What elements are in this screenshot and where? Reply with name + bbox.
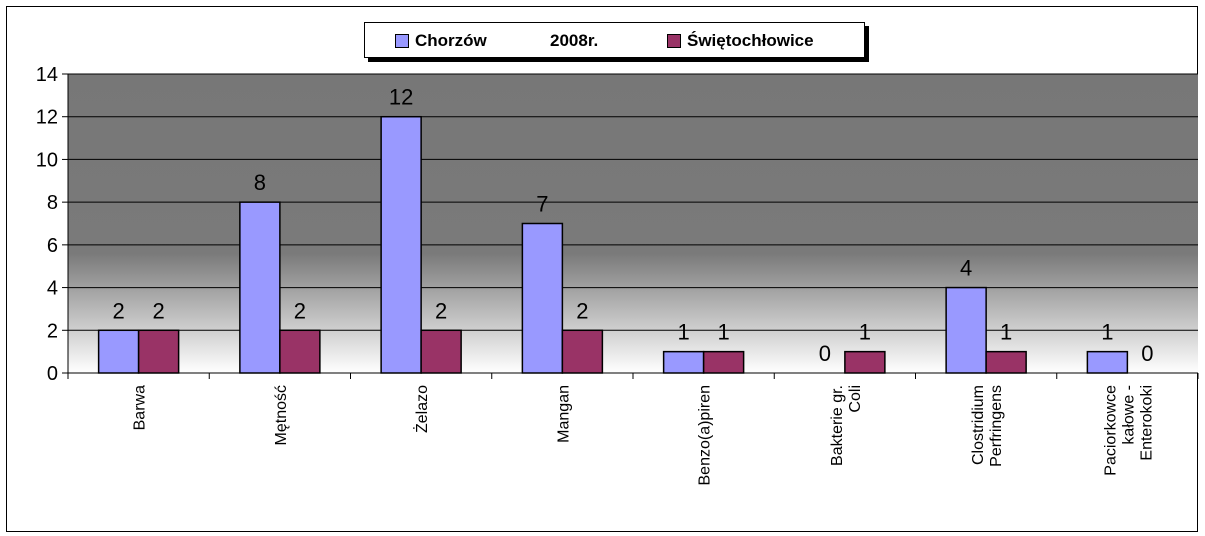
- data-label: 1: [718, 320, 730, 345]
- y-tick-label: 4: [47, 278, 58, 300]
- bar-swietochlowice: [137, 329, 180, 374]
- bar-chorzow: [239, 201, 281, 374]
- data-label: 8: [254, 170, 266, 195]
- bar-chorzow: [521, 222, 564, 374]
- data-label: 2: [153, 298, 165, 323]
- y-tick-label: 10: [36, 149, 58, 171]
- x-category-label: Paciorkowcekałowe -Enterokoki: [1102, 385, 1155, 476]
- bar-swietochlowice: [279, 329, 321, 374]
- x-category-label-line: Enterokoki: [1138, 385, 1155, 461]
- data-label: 4: [960, 256, 972, 281]
- y-tick-label: 0: [47, 363, 58, 385]
- x-category-label-line: Bakterie gr.: [829, 385, 846, 466]
- data-label: 1: [859, 320, 871, 345]
- x-category-label: Bakterie gr.Coli: [829, 385, 864, 466]
- bar-swietochlowice: [844, 350, 886, 374]
- bar-chorzow: [97, 329, 140, 374]
- bar-chorzow: [662, 350, 705, 374]
- y-tick-label: 8: [47, 192, 58, 214]
- y-tick-label: 6: [47, 235, 58, 257]
- bar-chorzow: [945, 286, 987, 374]
- x-category-label-line: kałowe -: [1120, 385, 1137, 445]
- y-tick-label: 14: [36, 64, 58, 86]
- x-category-label-line: Żelazo: [412, 385, 431, 433]
- bar-swietochlowice: [561, 329, 604, 374]
- x-category-label-line: Coli: [847, 385, 864, 413]
- data-label: 2: [435, 298, 447, 323]
- x-category-label: Mętność: [273, 385, 290, 445]
- data-label: 0: [1141, 341, 1153, 366]
- x-category-label-line: Perfringens: [988, 385, 1005, 467]
- chart-title-text: 2008r.: [550, 31, 599, 50]
- data-label: 1: [678, 320, 690, 345]
- legend-swatch-chorzow: [395, 34, 409, 48]
- bar-swietochlowice: [702, 350, 745, 374]
- y-tick-label: 12: [36, 107, 58, 129]
- chart-title: 2008r.: [550, 31, 598, 51]
- data-label: 12: [389, 85, 413, 110]
- x-category-label-line: Paciorkowce: [1102, 385, 1119, 476]
- data-label: 2: [294, 298, 306, 323]
- data-label: 7: [536, 192, 548, 217]
- x-category-label: Barwa: [132, 385, 149, 430]
- data-label: 2: [576, 298, 588, 323]
- x-category-label: Benzo(a)piren: [697, 385, 714, 486]
- legend-label-chorzow: Chorzów: [415, 31, 487, 50]
- bar-swietochlowice: [985, 350, 1027, 374]
- x-category-label-line: Clostridium: [970, 385, 987, 465]
- legend: Chorzów 2008r. Świętochłowice: [364, 22, 865, 58]
- legend-swatch-swietochlowice: [667, 34, 681, 48]
- bar-swietochlowice: [420, 329, 462, 374]
- bar-chorzow: [1086, 350, 1129, 374]
- x-category-label-line: Barwa: [132, 385, 149, 430]
- legend-label-swietochlowice: Świętochłowice: [687, 31, 814, 50]
- x-category-label: Mangan: [555, 385, 572, 443]
- x-category-label-line: Mętność: [273, 385, 290, 445]
- x-category-label-line: Mangan: [555, 385, 572, 443]
- x-category-label: ClostridiumPerfringens: [970, 385, 1005, 467]
- x-category-label-line: Benzo(a)piren: [697, 385, 714, 486]
- data-label: 0: [819, 341, 831, 366]
- legend-item-chorzow: Chorzów: [395, 31, 487, 51]
- data-label: 1: [1101, 320, 1113, 345]
- data-label: 1: [1000, 320, 1012, 345]
- y-tick-label: 2: [47, 320, 58, 342]
- data-label: 2: [113, 298, 125, 323]
- x-category-label: Żelazo: [412, 385, 431, 433]
- legend-item-swietochlowice: Świętochłowice: [667, 31, 814, 51]
- plot-area-background: [68, 74, 1198, 373]
- bar-chorzow: [380, 115, 422, 374]
